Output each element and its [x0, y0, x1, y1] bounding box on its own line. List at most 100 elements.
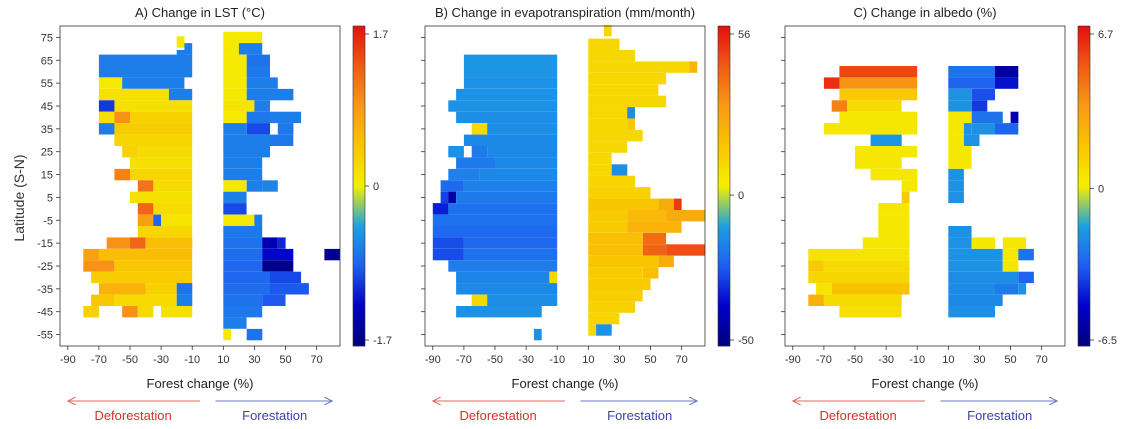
colorbar-segment [353, 108, 365, 111]
colorbar-segment [718, 314, 730, 317]
heatmap-cell [549, 271, 558, 284]
y-tick-label: -25 [37, 261, 53, 273]
colorbar-segment [353, 56, 365, 59]
heatmap-cell [855, 146, 918, 158]
colorbar-segment [353, 180, 365, 183]
colorbar-segment [1078, 64, 1090, 67]
colorbar-segment [353, 28, 365, 31]
heatmap-cell [588, 141, 628, 153]
y-tick-label: 45 [41, 101, 53, 113]
heatmap-cell [223, 191, 247, 204]
heatmap-cell [223, 66, 247, 78]
colorbar-segment [353, 340, 365, 343]
colorbar-label: 0 [373, 181, 379, 193]
colorbar-segment [1078, 152, 1090, 155]
colorbar-segment [1078, 292, 1090, 295]
colorbar-segment [1078, 58, 1090, 61]
y-tick-label: -15 [37, 238, 53, 250]
colorbar-segment [353, 214, 365, 217]
heatmap-cell [588, 324, 597, 336]
colorbar-segment [353, 328, 365, 331]
colorbar-segment [1078, 196, 1090, 199]
heatmap-cell [948, 111, 972, 124]
x-tick-label: -70 [91, 354, 107, 366]
heatmap-cell [487, 294, 558, 306]
colorbar-segment [718, 136, 730, 139]
colorbar-segment [1078, 208, 1090, 211]
heatmap-cell [666, 244, 705, 256]
heatmap-cell [98, 283, 146, 295]
heatmap-cell [448, 260, 558, 272]
heatmap-cell [627, 118, 635, 130]
colorbar-segment [353, 148, 365, 151]
colorbar-segment [1078, 114, 1090, 117]
x-tick-label: 50 [644, 354, 656, 366]
colorbar-segment [1078, 228, 1090, 231]
colorbar-segment [718, 328, 730, 331]
colorbar-segment [353, 160, 365, 163]
colorbar-segment [1078, 340, 1090, 343]
colorbar-segment [1078, 162, 1090, 165]
colorbar-segment [1078, 104, 1090, 107]
colorbar-segment [718, 296, 730, 299]
colorbar-segment [353, 246, 365, 249]
colorbar-segment [353, 324, 365, 327]
colorbar-segment [1078, 120, 1090, 123]
colorbar-segment [1078, 170, 1090, 173]
heatmap-cell [839, 306, 902, 318]
colorbar-segment [718, 186, 730, 189]
colorbar-segment [1078, 68, 1090, 71]
colorbar-segment [1078, 86, 1090, 89]
colorbar-segment [353, 264, 365, 267]
y-tick-label: -45 [37, 307, 53, 319]
colorbar-segment [353, 262, 365, 265]
colorbar-segment [1078, 48, 1090, 51]
colorbar-segment [353, 120, 365, 123]
heatmap-cell [831, 100, 848, 112]
colorbar-segment [718, 278, 730, 281]
heatmap-cell [98, 123, 115, 135]
heatmap-cell [588, 267, 643, 279]
heatmap-cell [948, 157, 972, 169]
colorbar-segment [353, 60, 365, 63]
colorbar-segment [1078, 56, 1090, 59]
colorbar-segment [1078, 82, 1090, 85]
colorbar-segment [718, 252, 730, 255]
colorbar-segment [1078, 98, 1090, 101]
colorbar-segment [1078, 40, 1090, 43]
heatmap-cell [114, 260, 193, 272]
colorbar-segment [718, 258, 730, 261]
plot-frame [784, 25, 1066, 347]
heatmap-cell [137, 146, 193, 158]
heatmap-cell [262, 294, 286, 306]
colorbar-segment [718, 340, 730, 343]
colorbar-segment [353, 344, 365, 347]
heatmap-cell [588, 198, 659, 210]
colorbar-segment [353, 240, 365, 243]
colorbar-segment [1078, 330, 1090, 333]
x-tick-label: -70 [456, 354, 472, 366]
heatmap-cell [262, 260, 294, 272]
colorbar-segment [353, 278, 365, 281]
x-tick-label: -50 [847, 354, 863, 366]
colorbar-segment [718, 174, 730, 177]
colorbar-segment [718, 164, 730, 167]
x-tick-label: 10 [217, 354, 229, 366]
colorbar-segment [718, 204, 730, 207]
colorbar-segment [718, 242, 730, 245]
colorbar-segment [353, 88, 365, 91]
colorbar-segment [1078, 184, 1090, 187]
heatmap-cell [870, 134, 902, 146]
colorbar-segment [1078, 102, 1090, 105]
colorbar-segment [1078, 344, 1090, 347]
heatmap-cell [153, 203, 193, 215]
colorbar-segment [718, 178, 730, 181]
heatmap-cell [223, 237, 263, 249]
colorbar-segment [718, 110, 730, 113]
colorbar-segment [353, 306, 365, 309]
colorbar-segment [718, 114, 730, 117]
colorbar-segment [353, 254, 365, 257]
colorbar-segment [1078, 320, 1090, 323]
heatmap-cell [262, 180, 278, 192]
heatmap-cell [839, 111, 918, 124]
